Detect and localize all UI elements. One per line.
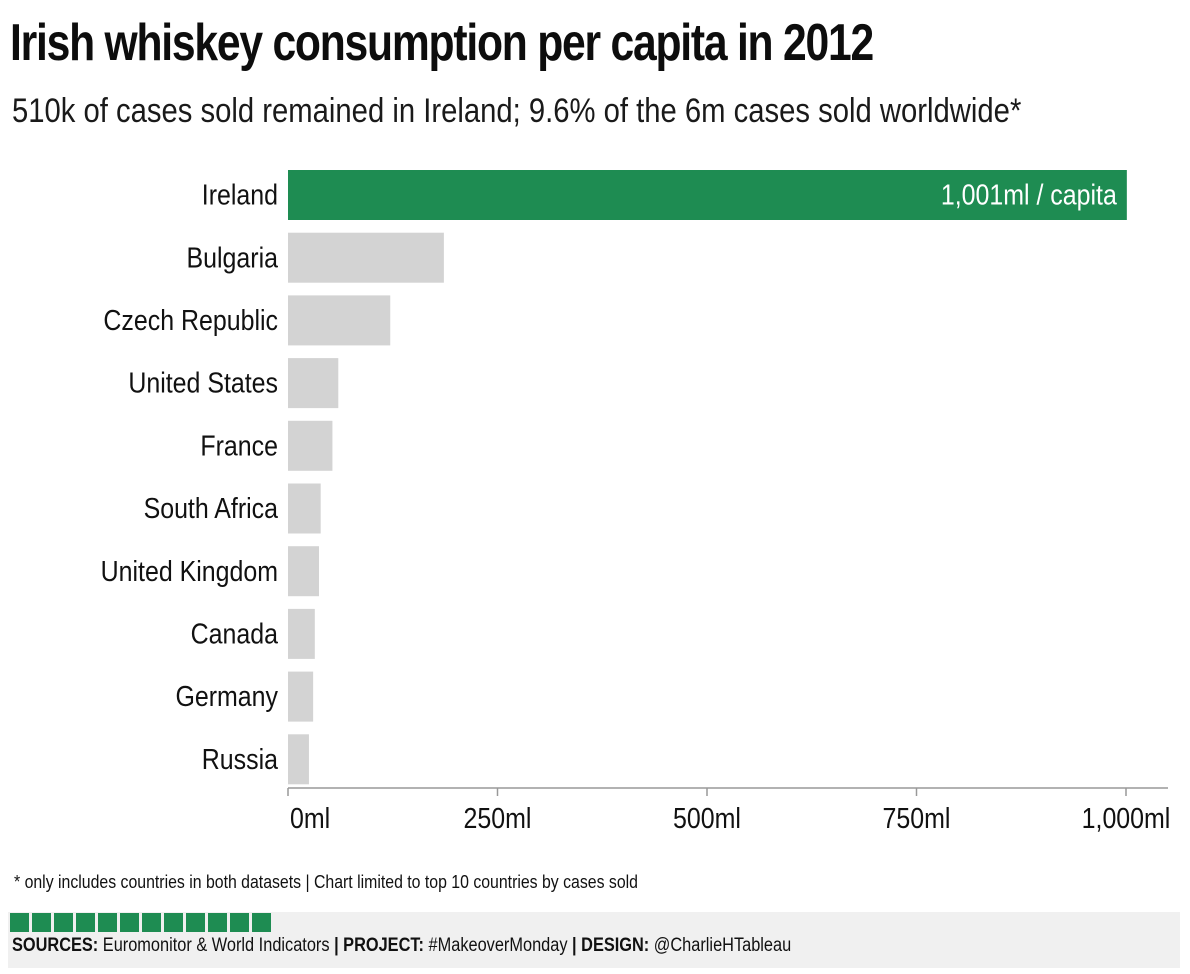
footer-square <box>164 913 183 932</box>
bar <box>288 232 444 283</box>
category-label: Czech Republic <box>103 304 278 336</box>
chart-subtitle: 510k of cases sold remained in Ireland; … <box>12 92 1022 130</box>
bar <box>288 420 333 471</box>
footer-square <box>186 913 205 932</box>
category-label: Russia <box>202 743 279 775</box>
footer-square <box>32 913 51 932</box>
bar <box>288 671 314 722</box>
bar <box>288 483 321 534</box>
footer-credits: SOURCES: Euromonitor & World Indicators … <box>12 932 791 960</box>
bar <box>288 295 391 346</box>
category-label: Bulgaria <box>187 242 279 274</box>
bar <box>288 734 309 785</box>
bar-chart: Ireland 1,001ml / capita Bulgaria Czech Rep… <box>101 170 1171 834</box>
footer-square <box>252 913 271 932</box>
footer-square <box>120 913 139 932</box>
x-tick-label: 250ml <box>464 802 532 834</box>
x-tick-label: 750ml <box>883 802 951 834</box>
chart-title: Irish whiskey consumption per capita in … <box>10 14 874 72</box>
category-label: United Kingdom <box>101 555 278 587</box>
x-tick-label: 500ml <box>673 802 741 834</box>
data-label: 1,001ml / capita <box>941 179 1118 211</box>
category-label: Germany <box>175 681 278 713</box>
footnote: * only includes countries in both datase… <box>14 872 638 892</box>
footer-square <box>208 913 227 932</box>
category-label: France <box>200 430 278 462</box>
sources-value: Euromonitor & World Indicators <box>98 935 335 956</box>
bar <box>288 608 315 659</box>
project-label: | PROJECT: <box>334 935 424 956</box>
bar <box>288 170 1127 220</box>
footer-square <box>98 913 117 932</box>
category-label: United States <box>128 367 278 399</box>
x-tick-label: 1,000ml <box>1082 802 1171 834</box>
footer-square <box>10 913 29 932</box>
category-label: Ireland <box>202 179 278 211</box>
footer-square <box>230 913 249 932</box>
x-tick-label: 0ml <box>290 802 330 834</box>
category-label: South Africa <box>144 492 279 524</box>
bar <box>288 358 339 409</box>
category-label: Canada <box>191 618 279 650</box>
design-value: @CharlieHTableau <box>649 935 792 956</box>
bar <box>288 546 320 597</box>
footer-square <box>142 913 161 932</box>
footer-square <box>54 913 73 932</box>
footer-decoration <box>10 913 271 933</box>
project-value: #MakeoverMonday <box>423 935 573 956</box>
sources-label: SOURCES: <box>12 935 99 956</box>
design-label: | DESIGN: <box>572 935 650 956</box>
footer-square <box>76 913 95 932</box>
